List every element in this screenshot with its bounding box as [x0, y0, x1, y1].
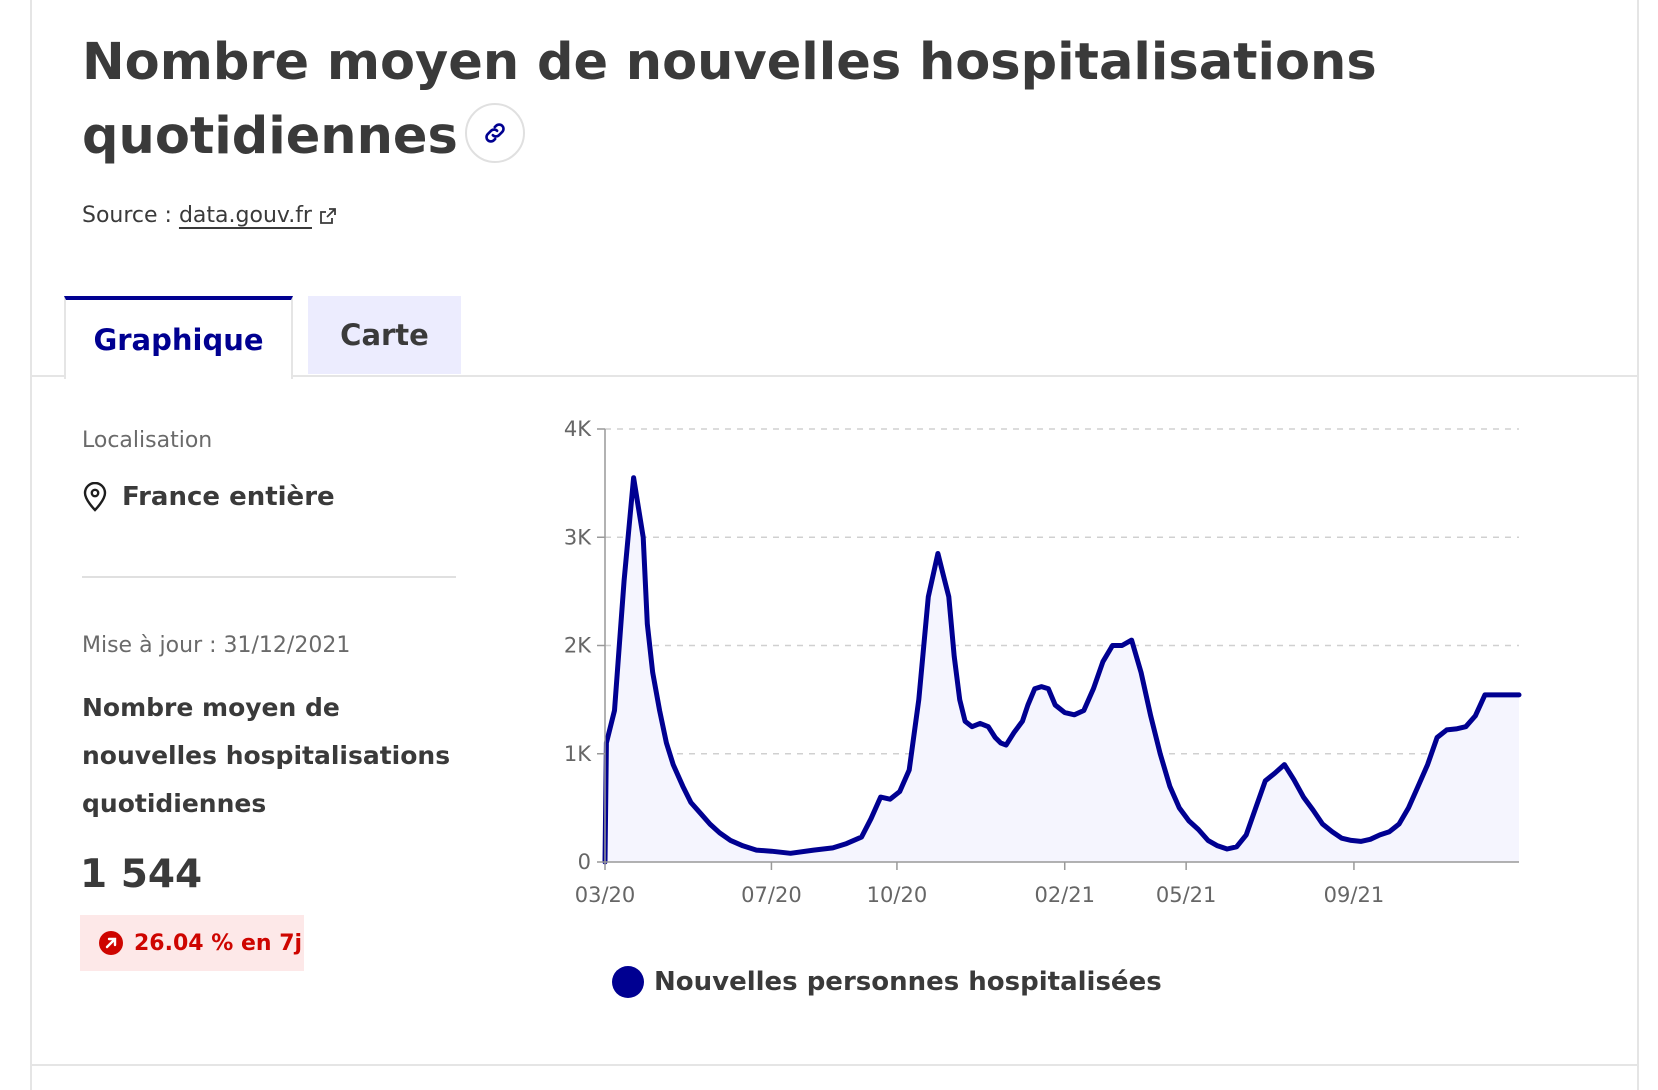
x-tick-label: 09/21 [1324, 883, 1385, 907]
legend-dot [612, 966, 644, 998]
x-tick-label: 03/20 [575, 883, 636, 907]
tab-graphique[interactable]: Graphique [64, 296, 293, 379]
location-selector[interactable]: France entière [82, 482, 335, 512]
location-value: France entière [122, 482, 335, 512]
tabs-divider [30, 375, 1639, 377]
chart-axes: 0 1K 2K 3K 4K 03/20 07/20 10/20 02/21 05/21 09/21 [564, 417, 1519, 907]
x-tick-label: 07/20 [741, 883, 802, 907]
area-fill [605, 477, 1519, 862]
card-border [1637, 0, 1639, 1090]
title-line-2: quotidiennes [82, 107, 458, 166]
source-link-text: data.gouv.fr [178, 203, 312, 228]
y-tick-label: 0 [578, 850, 591, 874]
x-tick-label: 10/20 [867, 883, 928, 907]
tab-carte[interactable]: Carte [308, 296, 461, 374]
chart-legend[interactable]: Nouvelles personnes hospitalisées [612, 966, 1162, 998]
copy-link-button[interactable] [465, 103, 525, 163]
source-link[interactable]: data.gouv.fr [179, 203, 338, 228]
sidebar-divider [82, 576, 456, 578]
card-border [30, 0, 32, 1090]
hospitalisations-chart: 0 1K 2K 3K 4K 03/20 07/20 10/20 02/21 05/21 09/21 [564, 417, 1522, 907]
x-tick-label: 02/21 [1034, 883, 1095, 907]
source-prefix: Source : [82, 203, 172, 228]
y-tick-label: 4K [564, 417, 592, 441]
indicator-value: 1 544 [80, 852, 203, 897]
y-tick-label: 1K [564, 742, 592, 766]
arrow-up-right-icon [99, 931, 123, 955]
chart-grid [605, 428, 1519, 755]
legend-label: Nouvelles personnes hospitalisées [654, 967, 1162, 997]
link-icon [485, 123, 505, 143]
y-tick-label: 2K [564, 634, 592, 658]
series-line [602, 475, 1522, 865]
location-label: Localisation [82, 428, 213, 453]
trend-text: 26.04 % en 7j [134, 930, 303, 956]
map-pin-icon [83, 482, 107, 512]
source-line: Source : data.gouv.fr [82, 203, 338, 228]
external-link-icon [320, 208, 336, 224]
y-tick-label: 3K [564, 525, 592, 549]
trend-badge: 26.04 % en 7j [80, 915, 304, 971]
page-title: Nombre moyen de nouvelles hospitalisatio… [82, 26, 1382, 174]
indicator-title: Nombre moyen de nouvelles hospitalisatio… [82, 693, 451, 818]
x-tick-label: 05/21 [1156, 883, 1217, 907]
card-border [30, 1064, 1639, 1066]
title-line-1: Nombre moyen de nouvelles hospitalisatio… [82, 33, 1377, 92]
update-date: Mise à jour : 31/12/2021 [82, 633, 351, 658]
